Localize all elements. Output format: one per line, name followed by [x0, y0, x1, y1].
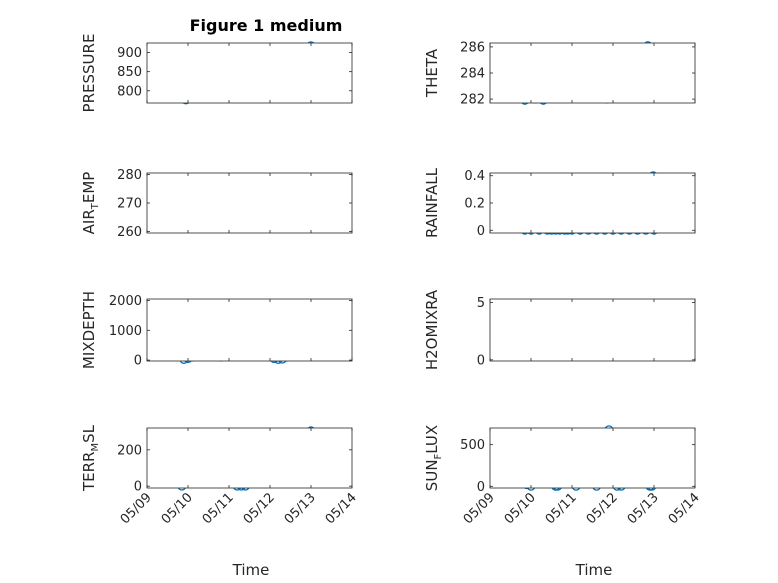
axes-box — [146, 298, 353, 362]
subplot-theta: 282 284 286 THETA — [423, 40, 696, 108]
x-tick-label: 05/11 — [543, 490, 580, 527]
axes-box — [146, 172, 353, 234]
y-tick-label: 0 — [134, 354, 142, 369]
y-tick-label: 270 — [117, 197, 142, 212]
y-axis-label: THETA — [423, 48, 441, 98]
y-axis-label: TERRMSL — [80, 424, 101, 492]
x-tick-label: 05/13 — [282, 490, 319, 527]
y-tick-label: 0 — [477, 480, 485, 495]
y-tick-label: 0 — [477, 224, 485, 239]
y-tick-label: 200 — [117, 443, 142, 458]
x-axis-label-right: Time — [575, 561, 613, 579]
axes-box — [489, 298, 696, 362]
y-axis-label: PRESSURE — [80, 34, 98, 113]
axes-box — [489, 172, 696, 234]
subplot-sun-flux: 0 500 05/09 05/10 05/11 05/12 05/13 05/14 SUNFLU… — [423, 425, 703, 528]
y-tick-label: 850 — [117, 65, 142, 80]
y-tick-label: 0.4 — [464, 169, 485, 184]
x-tick-label: 05/14 — [323, 490, 360, 527]
y-axis-label: AIRTEMP — [80, 172, 101, 235]
y-tick-label: 800 — [117, 84, 142, 99]
y-axis-label: SUNFLUX — [423, 425, 444, 491]
y-tick-label: 0.2 — [464, 197, 485, 212]
axes-box — [489, 42, 696, 104]
x-tick-label: 05/09 — [118, 490, 155, 527]
subplot-terr-msl: 0 200 05/09 05/10 05/11 05/12 05/13 05/14 TERRMS… — [80, 424, 360, 527]
subplot-mixdepth: 0 1000 2000 MIXDEPTH — [80, 291, 353, 369]
y-tick-label: 1000 — [109, 324, 142, 339]
y-axis-label: MIXDEPTH — [80, 291, 98, 369]
y-tick-label: 500 — [460, 438, 485, 453]
x-tick-label: 05/10 — [159, 490, 196, 527]
subplot-grid: 800 850 900 PRESSURE 282 284 286 THETA 260 270 280… — [80, 34, 703, 528]
axes-box — [146, 427, 353, 489]
subplot-pressure: 800 850 900 PRESSURE — [80, 34, 353, 113]
x-tick-label: 05/13 — [625, 490, 662, 527]
y-tick-label: 286 — [460, 40, 485, 55]
y-tick-label: 2000 — [109, 294, 142, 309]
x-tick-label: 05/10 — [502, 490, 539, 527]
y-axis-label: H2OMIXRA — [423, 289, 441, 370]
subplot-rainfall: 0 0.2 0.4 RAINFALL — [423, 167, 696, 239]
y-tick-label: 280 — [117, 168, 142, 183]
x-tick-label: 05/11 — [200, 490, 237, 527]
x-tick-label: 05/12 — [584, 490, 621, 527]
y-tick-label: 900 — [117, 46, 142, 61]
axes-box — [146, 42, 353, 104]
figure-title: Figure 1 medium — [190, 16, 343, 35]
x-tick-label: 05/12 — [241, 490, 278, 527]
subplot-air-temp: 260 270 280 AIRTEMP — [80, 168, 353, 240]
axes-box — [489, 427, 696, 489]
y-tick-label: 5 — [477, 296, 485, 311]
x-tick-label: 05/09 — [461, 490, 498, 527]
x-tick-label: 05/14 — [666, 490, 703, 527]
x-axis-label-left: Time — [232, 561, 270, 579]
y-axis-label: RAINFALL — [423, 167, 441, 238]
subplot-h2omixra: 0 5 H2OMIXRA — [423, 289, 696, 370]
y-tick-label: 260 — [117, 225, 142, 240]
y-tick-label: 0 — [134, 480, 142, 495]
y-tick-label: 284 — [460, 67, 485, 82]
y-tick-label: 282 — [460, 93, 485, 108]
y-tick-label: 0 — [477, 353, 485, 368]
